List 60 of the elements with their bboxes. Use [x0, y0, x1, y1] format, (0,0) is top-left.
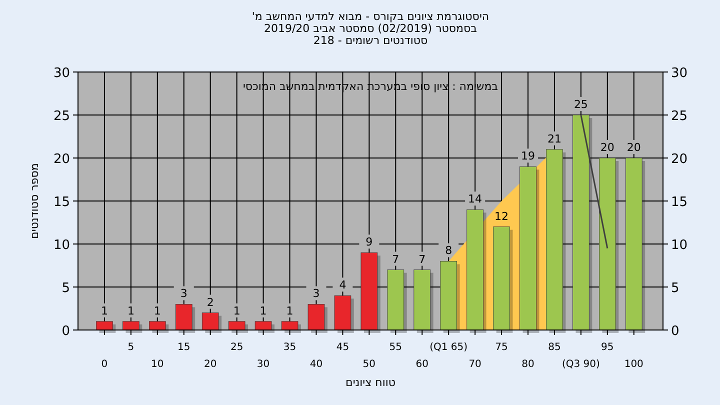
x-tick-label: 40 — [310, 359, 323, 370]
y2-tick-label: 25 — [671, 109, 688, 124]
x-tick-label: 95 — [601, 342, 614, 353]
x-tick-label: 80 — [522, 359, 534, 370]
x-tick-label: 45 — [336, 342, 350, 353]
x-tick-label: 0 — [101, 359, 108, 370]
y2-tick-label: 15 — [671, 195, 688, 210]
x-tick-label: (Q3 90) — [562, 359, 600, 370]
data-label: 3 — [312, 287, 320, 300]
y-tick-label: 20 — [53, 152, 70, 167]
x-tick-label: 30 — [256, 359, 270, 370]
y-tick-label: 15 — [53, 195, 70, 210]
x-tick-label: (Q1 65) — [430, 342, 468, 353]
data-label: 20 — [600, 141, 614, 154]
x-tick-label: 15 — [178, 342, 190, 353]
data-label: 1 — [260, 304, 267, 318]
y-axis-title: מספר סטודנטים — [28, 163, 41, 239]
data-label: 14 — [468, 192, 482, 206]
data-label: 1 — [100, 304, 108, 318]
data-label: 1 — [127, 304, 134, 318]
x-tick-label: 20 — [204, 359, 217, 370]
x-tick-label: 50 — [362, 359, 376, 370]
data-label: 7 — [392, 252, 400, 266]
y-tick-label: 10 — [53, 238, 70, 253]
y-tick-label: 30 — [53, 66, 70, 81]
data-label: 9 — [366, 236, 373, 249]
data-label: 20 — [626, 141, 641, 154]
x-tick-label: 85 — [548, 342, 561, 353]
data-label: 2 — [206, 296, 214, 309]
y2-tick-label: 30 — [671, 66, 688, 81]
data-label: 19 — [521, 150, 535, 163]
y-tick-label: 25 — [53, 109, 70, 124]
data-label: 7 — [418, 252, 426, 266]
y2-tick-label: 0 — [671, 324, 680, 339]
data-label: 21 — [547, 132, 562, 146]
x-tick-label: 75 — [495, 342, 508, 353]
x-tick-label: 60 — [416, 359, 428, 370]
data-label: 8 — [445, 244, 452, 258]
data-label: 1 — [154, 304, 161, 318]
chart-subtitle: בסמסטר (02/2019) סמסטר אביב 2019/20 סטודנטים רשומים - 218 — [264, 22, 478, 47]
data-label: 1 — [233, 304, 240, 318]
data-label: 3 — [180, 287, 188, 300]
x-axis-title: טווח ציונים — [346, 376, 396, 389]
x-tick-label: 70 — [468, 359, 482, 370]
x-tick-label: 10 — [151, 359, 164, 370]
data-label: 4 — [339, 278, 346, 292]
data-label: 1 — [286, 304, 294, 318]
y2-tick-label: 20 — [671, 152, 688, 167]
y-tick-label: 5 — [62, 281, 70, 296]
x-tick-label: 55 — [389, 342, 402, 353]
y2-tick-label: 5 — [671, 281, 680, 296]
chart-title: היסטוגרמת ציונים בקורס - מבוא למדעי המחשב מ' — [252, 10, 490, 23]
data-label: 25 — [574, 98, 588, 111]
y2-tick-label: 10 — [671, 238, 688, 253]
x-tick-label: 25 — [230, 342, 244, 353]
y-tick-label: 0 — [62, 324, 70, 339]
data-label: 12 — [494, 210, 509, 223]
x-tick-label: 100 — [624, 359, 644, 370]
x-tick-label: 5 — [128, 342, 134, 353]
x-tick-label: 35 — [283, 342, 296, 353]
